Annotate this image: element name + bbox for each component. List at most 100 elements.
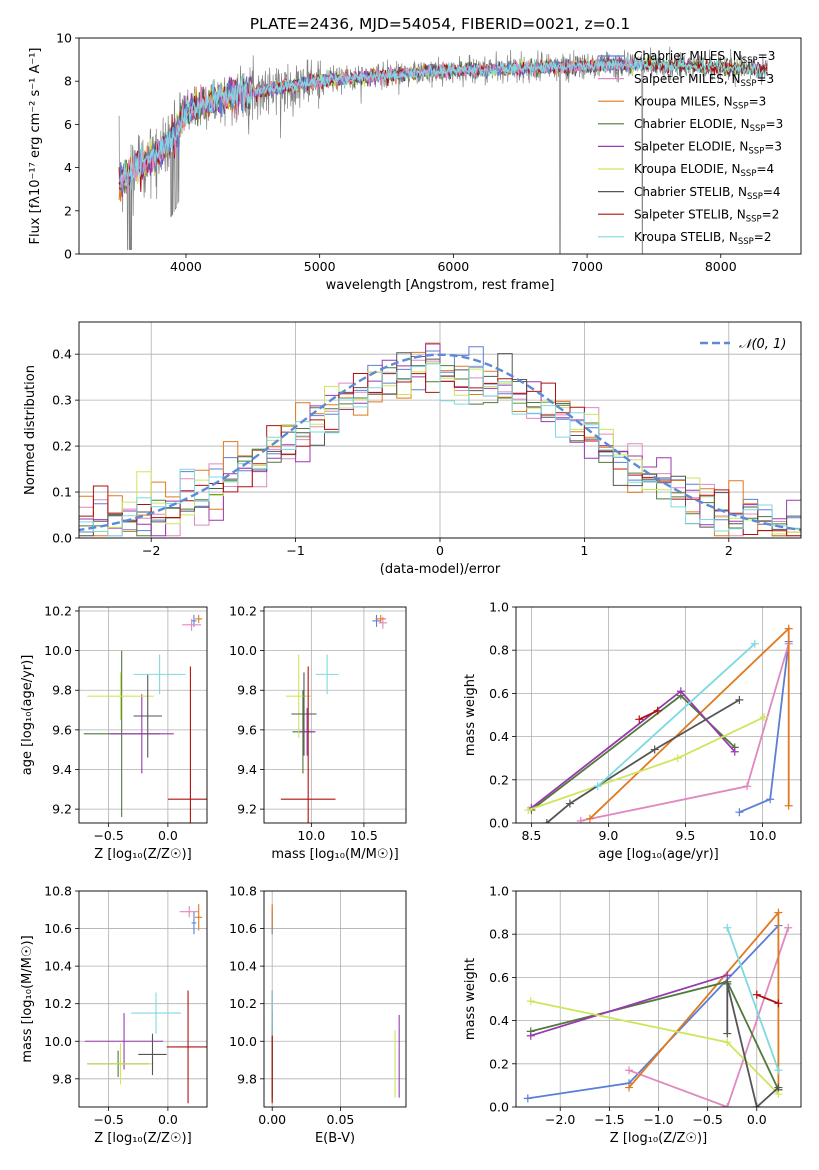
x-tick-label: 6000 (437, 259, 469, 274)
y-tick-label: 10.4 (229, 959, 257, 974)
y-tick-label: 9.8 (52, 1071, 72, 1086)
y-tick-label: 9.8 (237, 683, 257, 698)
y-tick-label: 10.0 (229, 643, 257, 658)
weight-line (530, 974, 728, 1037)
weight-line (638, 709, 659, 721)
y-tick-label: 0.2 (52, 439, 72, 454)
weight-marker (784, 624, 793, 633)
y-axis-label: Normed distribution (23, 365, 38, 495)
weight-marker (750, 639, 759, 648)
x-tick-label: −1.5 (594, 1112, 624, 1127)
x-tick-label: −1 (286, 543, 304, 558)
y-tick-label: 10.0 (44, 643, 72, 658)
axes-frame (78, 37, 802, 255)
y-tick-label: 10.6 (229, 921, 257, 936)
x-tick-label: 0 (436, 543, 444, 558)
x-tick-label: −0.5 (93, 828, 123, 843)
legend-entry-label: Salpeter MILES, NSSP=3 (634, 72, 774, 89)
y-tick-label: 0.2 (489, 772, 509, 787)
x-tick-label: 0.05 (327, 1112, 355, 1127)
x-tick-label: 4000 (170, 259, 202, 274)
weight-line (628, 927, 790, 1107)
y-tick-label: 0.4 (489, 729, 509, 744)
y-tick-label: 10.2 (229, 996, 257, 1011)
legend-entry-label: Kroupa ELODIE, NSSP=4 (634, 162, 774, 179)
weight-marker (524, 806, 533, 815)
weight-marker (723, 979, 732, 988)
y-tick-label: 10.4 (44, 959, 72, 974)
y-axis-label: mass [log₁₀(M/M☉)] (20, 935, 35, 1062)
spectrum-legend: Chabrier MILES, NSSP=3 Salpeter MILES, NS… (598, 49, 783, 247)
figure-title: PLATE=2436, MJD=54054, FIBERID=0021, z=0… (250, 15, 631, 33)
axes-frame (78, 890, 208, 1108)
weight-marker (774, 908, 783, 917)
y-tick-label: 0.8 (489, 927, 509, 942)
weight-marker (542, 819, 551, 823)
x-tick-label: 5000 (304, 259, 336, 274)
axes-frame (78, 606, 208, 824)
weight-marker (730, 747, 739, 756)
weight-marker (774, 999, 783, 1008)
weight-line (596, 643, 756, 787)
y-tick-label: 10.6 (44, 921, 72, 936)
model-spectrum-line-kroupa-stelib (119, 54, 768, 189)
weight-marker (766, 795, 775, 804)
mass-vs-metallicity-panel: −0.5 0.0 9.8 10.0 10.2 10.4 10.6 10.8 Z [log₁₀(Z… (20, 884, 208, 1146)
legend-normal-label: 𝒩(0, 1) (739, 337, 786, 352)
y-tick-label: 9.6 (52, 722, 72, 737)
y-tick-label: 1.0 (489, 884, 509, 899)
x-tick-label: 8.5 (521, 828, 541, 843)
y-tick-label: 9.8 (52, 683, 72, 698)
y-axis-label: mass weight (463, 958, 478, 1040)
y-tick-label: 4 (64, 160, 72, 175)
x-axis-label: wavelength [Angstrom, rest frame] (326, 278, 555, 293)
x-tick-label: 0.0 (747, 1112, 767, 1127)
weight-marker (723, 923, 732, 932)
weight-marker (565, 799, 574, 808)
y-tick-label: 10.8 (229, 884, 257, 899)
weight-marker (743, 782, 752, 791)
x-tick-label: 1 (580, 543, 588, 558)
plot-area (271, 904, 400, 1104)
x-tick-label: −0.5 (93, 1112, 123, 1127)
y-tick-label: 6 (64, 117, 72, 132)
y-tick-label: 10 (56, 31, 72, 46)
y-tick-label: 0.3 (52, 393, 72, 408)
age-vs-mass-panel: 10.0 10.5 9.2 9.4 9.6 9.8 10.0 10.2 mass [log₁₀(… (229, 603, 407, 862)
y-axis-label: age [log₁₀(age/yr)] (20, 655, 35, 776)
x-tick-label: −2.0 (545, 1112, 575, 1127)
weight-marker (576, 816, 585, 823)
age-vs-metallicity-panel: −0.5 0.0 9.2 9.4 9.6 9.8 10.0 10.2 Z [log₁₀(Z/Z☉… (20, 603, 208, 862)
x-tick-label: 0.0 (158, 1112, 178, 1127)
y-tick-label: 0.0 (52, 531, 72, 546)
x-axis-label: Z [log₁₀(Z/Z☉)] (94, 847, 191, 862)
weight-line (530, 694, 736, 811)
legend-entry-label: Chabrier MILES, NSSP=3 (634, 49, 775, 66)
legend-entry-label: Chabrier ELODIE, NSSP=3 (634, 117, 783, 134)
weight-marker (760, 713, 769, 722)
legend-entry-label: Salpeter ELODIE, NSSP=3 (634, 140, 782, 157)
x-tick-label: 2 (725, 543, 733, 558)
x-tick-label: 0.00 (258, 1112, 286, 1127)
y-tick-label: 10.2 (229, 603, 257, 618)
weight-marker (723, 1038, 732, 1047)
weight-vs-age-panel: 8.5 9.0 9.5 10.0 0.0 0.2 0.4 0.6 0.8 1.0 age [log₁… (463, 600, 802, 862)
weight-marker (784, 801, 793, 810)
y-tick-label: 1.0 (489, 600, 509, 615)
weight-line (726, 983, 780, 1107)
y-tick-label: 0.0 (489, 816, 509, 831)
legend-entry-label: Chabrier STELIB, NSSP=4 (634, 185, 781, 202)
y-tick-label: 0.6 (489, 970, 509, 985)
weight-marker (526, 1031, 535, 1040)
plot-area (524, 624, 793, 823)
weight-marker (752, 1103, 761, 1107)
weight-vs-metallicity-panel: −2.0 −1.5 −1.0 −0.5 0.0 0.0 0.2 0.4 0.6 0.8 1.0 Z [… (463, 884, 802, 1146)
y-tick-label: 9.6 (237, 722, 257, 737)
y-axis-label: mass weight (463, 674, 478, 756)
weight-marker (593, 782, 602, 791)
x-tick-label: −0.5 (692, 1112, 722, 1127)
weight-marker (625, 1066, 634, 1075)
y-tick-label: 0.4 (52, 347, 72, 362)
x-tick-label: 7000 (571, 259, 603, 274)
